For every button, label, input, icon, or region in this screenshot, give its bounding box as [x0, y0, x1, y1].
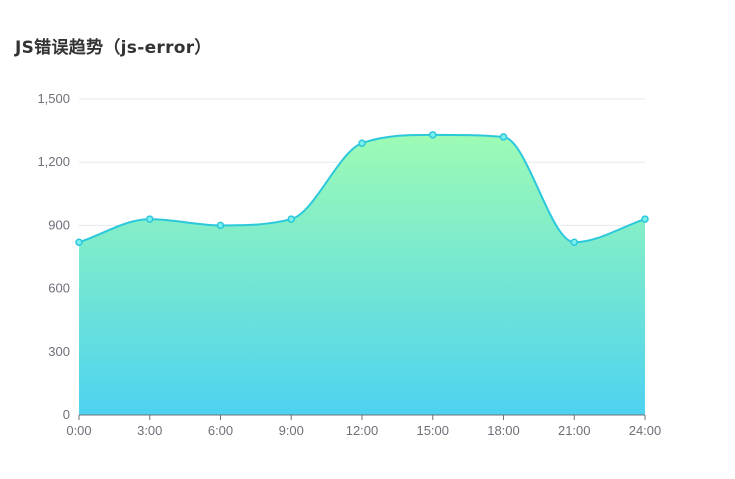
data-point[interactable]	[287, 215, 295, 223]
area-series	[78, 133, 646, 415]
axes	[78, 414, 646, 420]
data-point[interactable]	[499, 133, 508, 141]
y-tick-label: 900	[48, 217, 70, 232]
x-tick-label: 24:00	[629, 423, 662, 438]
data-point[interactable]	[429, 131, 437, 139]
data-point[interactable]	[146, 215, 154, 223]
tick-labels: 0 300 600 900 1,200 1,500 0:00 3:00 6:00 9:00 12:0…	[37, 91, 661, 438]
x-tick-label: 12:00	[346, 423, 379, 438]
data-point[interactable]	[216, 221, 225, 230]
y-tick-label: 1,500	[37, 91, 70, 106]
x-tick-label: 0:00	[66, 423, 91, 438]
x-tick-label: 15:00	[416, 423, 449, 438]
x-tick-label: 21:00	[558, 423, 591, 438]
data-point[interactable]	[641, 215, 649, 223]
data-point[interactable]	[358, 139, 366, 147]
x-tick-label: 3:00	[137, 423, 162, 438]
data-point[interactable]	[75, 238, 83, 247]
y-tick-label: 1,200	[37, 154, 70, 169]
data-points	[75, 131, 649, 247]
data-point[interactable]	[570, 238, 578, 247]
x-tick-label: 6:00	[208, 423, 233, 438]
y-tick-label: 600	[48, 281, 70, 296]
x-tick-label: 18:00	[487, 423, 520, 438]
chart-title: JS错误趋势（js-error）	[15, 38, 212, 58]
y-tick-label: 0	[63, 407, 70, 422]
y-tick-label: 300	[48, 344, 70, 359]
x-tick-label: 9:00	[279, 423, 304, 438]
area-fill	[79, 134, 645, 415]
